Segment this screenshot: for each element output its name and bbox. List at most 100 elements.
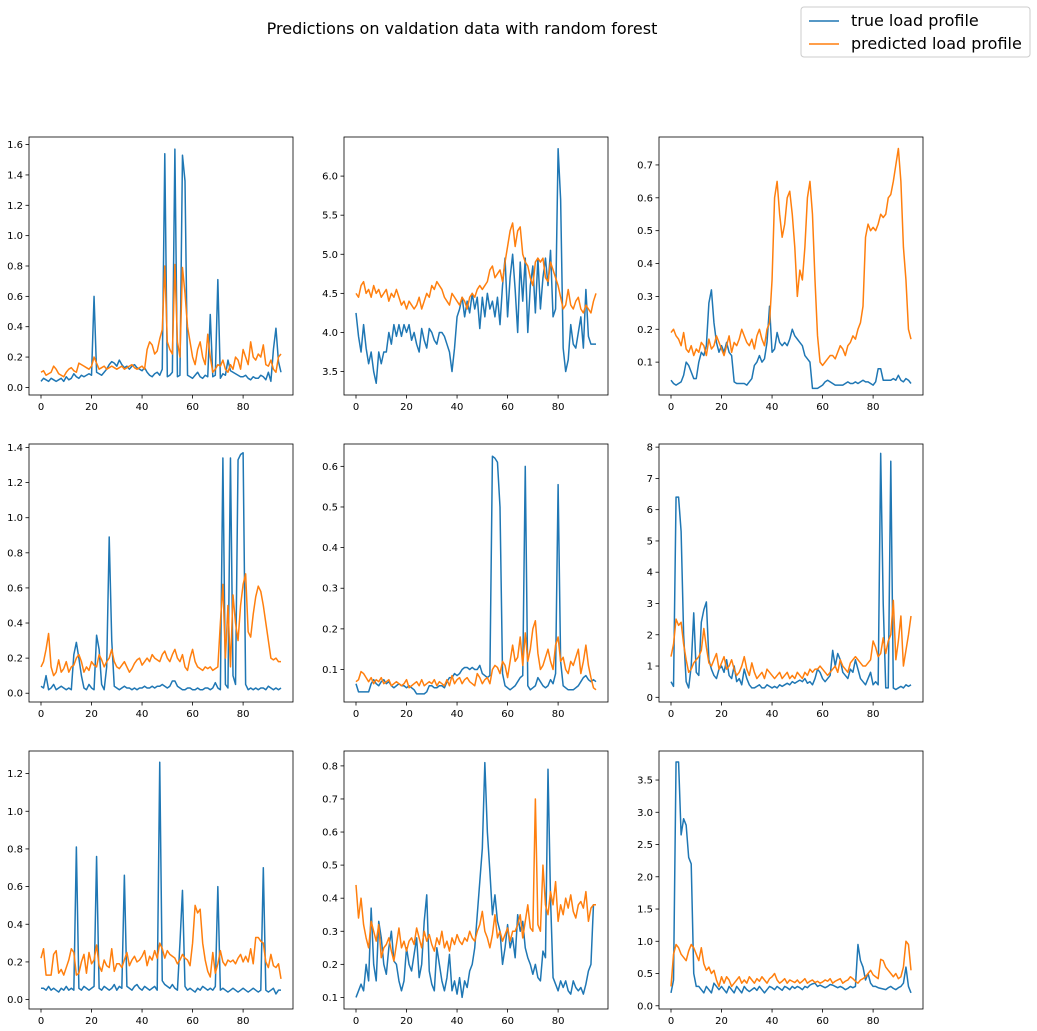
y-tick-label: 5.0	[322, 250, 338, 261]
y-tick-label: 0.6	[637, 193, 653, 204]
x-tick-label: 60	[816, 1016, 829, 1027]
x-tick-label: 40	[136, 709, 149, 720]
y-tick-label: 0.4	[7, 322, 23, 333]
subplot-1: 0 20 40 60 80 0.0 0.2 0.4 0.6 0.8 1.0 1.2 1.4 1.6	[7, 136, 294, 413]
legend-label-predicted-load-profile: predicted load profile	[851, 34, 1022, 53]
y-tick-label: 0.1	[322, 665, 338, 676]
subplot-9: 0 20 40 60 80 0.0 0.5 1.0 1.5 2.0 2.5 3.0 3.5	[637, 750, 924, 1027]
y-tick-label: 0.2	[7, 654, 23, 665]
y-tick-label: 0.2	[637, 325, 653, 336]
x-tick-label: 20	[85, 1016, 98, 1027]
y-tick-label: 0.6	[322, 462, 338, 473]
x-tick-label: 40	[451, 1016, 464, 1027]
series-line-predicted-load-profile	[355, 619, 597, 691]
y-tick-label: 1.2	[7, 478, 23, 489]
series-line-predicted-load-profile	[40, 573, 281, 677]
y-tick-label: 0.8	[7, 548, 23, 559]
series-line-predicted-load-profile	[670, 599, 912, 680]
y-tick-label: 0.3	[322, 927, 338, 938]
y-tick-label: 0.1	[637, 358, 653, 369]
y-tick-label: 0.7	[637, 160, 653, 171]
x-tick-label: 60	[186, 402, 199, 413]
x-tick-label: 40	[136, 1016, 149, 1027]
legend-frame	[800, 6, 1031, 58]
y-tick-label: 2.0	[637, 872, 653, 883]
y-tick-label: 0.2	[322, 960, 338, 971]
x-tick-label: 20	[715, 1016, 728, 1027]
y-tick-label: 2.5	[637, 840, 653, 851]
y-tick-label: 1	[647, 662, 653, 673]
x-tick-label: 20	[400, 709, 413, 720]
y-tick-label: 0.0	[7, 689, 23, 700]
y-tick-label: 4.0	[322, 328, 338, 339]
subplot-8: 0 20 40 60 80 0.1 0.2 0.3 0.4 0.5 0.6 0.7 0.8	[322, 750, 609, 1027]
subplot-6: 0 20 40 60 80 0 1 2 3 4 5 6 7 8	[647, 443, 924, 720]
legend: true load profile predicted load profile	[800, 6, 1031, 58]
x-tick-label: 40	[451, 402, 464, 413]
x-tick-label: 80	[867, 1016, 880, 1027]
subplot-frame	[658, 136, 924, 396]
y-tick-label: 3.5	[637, 776, 653, 787]
y-tick-label: 0.6	[322, 828, 338, 839]
series-line-true-load-profile	[355, 761, 596, 999]
series-line-predicted-load-profile	[670, 147, 912, 367]
y-tick-label: 6	[647, 505, 653, 516]
x-tick-label: 0	[353, 709, 359, 720]
y-tick-label: 0.6	[7, 292, 23, 303]
series-line-predicted-load-profile	[355, 798, 596, 962]
y-tick-label: 3.5	[322, 367, 338, 378]
series-line-true-load-profile	[670, 761, 912, 994]
y-tick-label: 0.3	[322, 584, 338, 595]
x-tick-label: 40	[766, 402, 779, 413]
subplot-frame	[658, 443, 924, 703]
y-tick-label: 3	[647, 599, 653, 610]
x-tick-label: 40	[766, 709, 779, 720]
y-tick-label: 0.0	[637, 1001, 653, 1012]
x-tick-label: 0	[38, 1016, 44, 1027]
x-tick-label: 80	[867, 402, 880, 413]
series-line-predicted-load-profile	[40, 263, 282, 378]
x-tick-label: 80	[552, 1016, 565, 1027]
x-tick-label: 60	[501, 709, 514, 720]
y-tick-label: 0.2	[7, 353, 23, 364]
subplot-2: 0 20 40 60 80 3.5 4.0 4.5 5.0 5.5 6.0	[322, 136, 609, 413]
x-tick-label: 0	[38, 402, 44, 413]
series-line-predicted-load-profile	[670, 940, 912, 988]
y-tick-label: 0.6	[7, 583, 23, 594]
series-line-true-load-profile	[670, 289, 912, 390]
series-line-predicted-load-profile	[40, 904, 282, 979]
x-tick-label: 20	[400, 1016, 413, 1027]
y-tick-label: 1.6	[7, 140, 23, 151]
x-tick-label: 80	[237, 1016, 250, 1027]
x-tick-label: 60	[186, 709, 199, 720]
y-tick-label: 0.2	[322, 624, 338, 635]
y-tick-label: 1.0	[7, 231, 23, 242]
x-tick-label: 20	[85, 709, 98, 720]
y-tick-label: 7	[647, 474, 653, 485]
subplot-frame	[343, 136, 609, 396]
y-tick-label: 6.0	[322, 172, 338, 183]
y-tick-label: 0.7	[322, 794, 338, 805]
y-tick-label: 0.5	[637, 969, 653, 980]
y-tick-label: 1.0	[637, 937, 653, 948]
x-tick-label: 80	[237, 709, 250, 720]
x-tick-label: 60	[186, 1016, 199, 1027]
y-tick-label: 0.4	[7, 619, 23, 630]
y-tick-label: 0.5	[322, 861, 338, 872]
series-line-true-load-profile	[355, 147, 596, 385]
subplot-frame	[343, 750, 609, 1010]
x-tick-label: 0	[353, 1016, 359, 1027]
y-tick-label: 0.0	[7, 383, 23, 394]
y-tick-label: 0.4	[7, 920, 23, 931]
y-tick-label: 1.2	[7, 201, 23, 212]
y-tick-label: 5	[647, 536, 653, 547]
subplot-7: 0 20 40 60 80 0.0 0.2 0.4 0.6 0.8 1.0 1.2	[7, 750, 294, 1027]
subplot-frame	[28, 443, 294, 703]
y-tick-label: 4	[647, 568, 653, 579]
subplot-5: 0 20 40 60 80 0.1 0.2 0.3 0.4 0.5 0.6	[322, 443, 609, 720]
x-tick-label: 80	[237, 402, 250, 413]
y-tick-label: 0.6	[7, 882, 23, 893]
subplot-frame	[28, 750, 294, 1010]
y-tick-label: 5.5	[322, 211, 338, 222]
